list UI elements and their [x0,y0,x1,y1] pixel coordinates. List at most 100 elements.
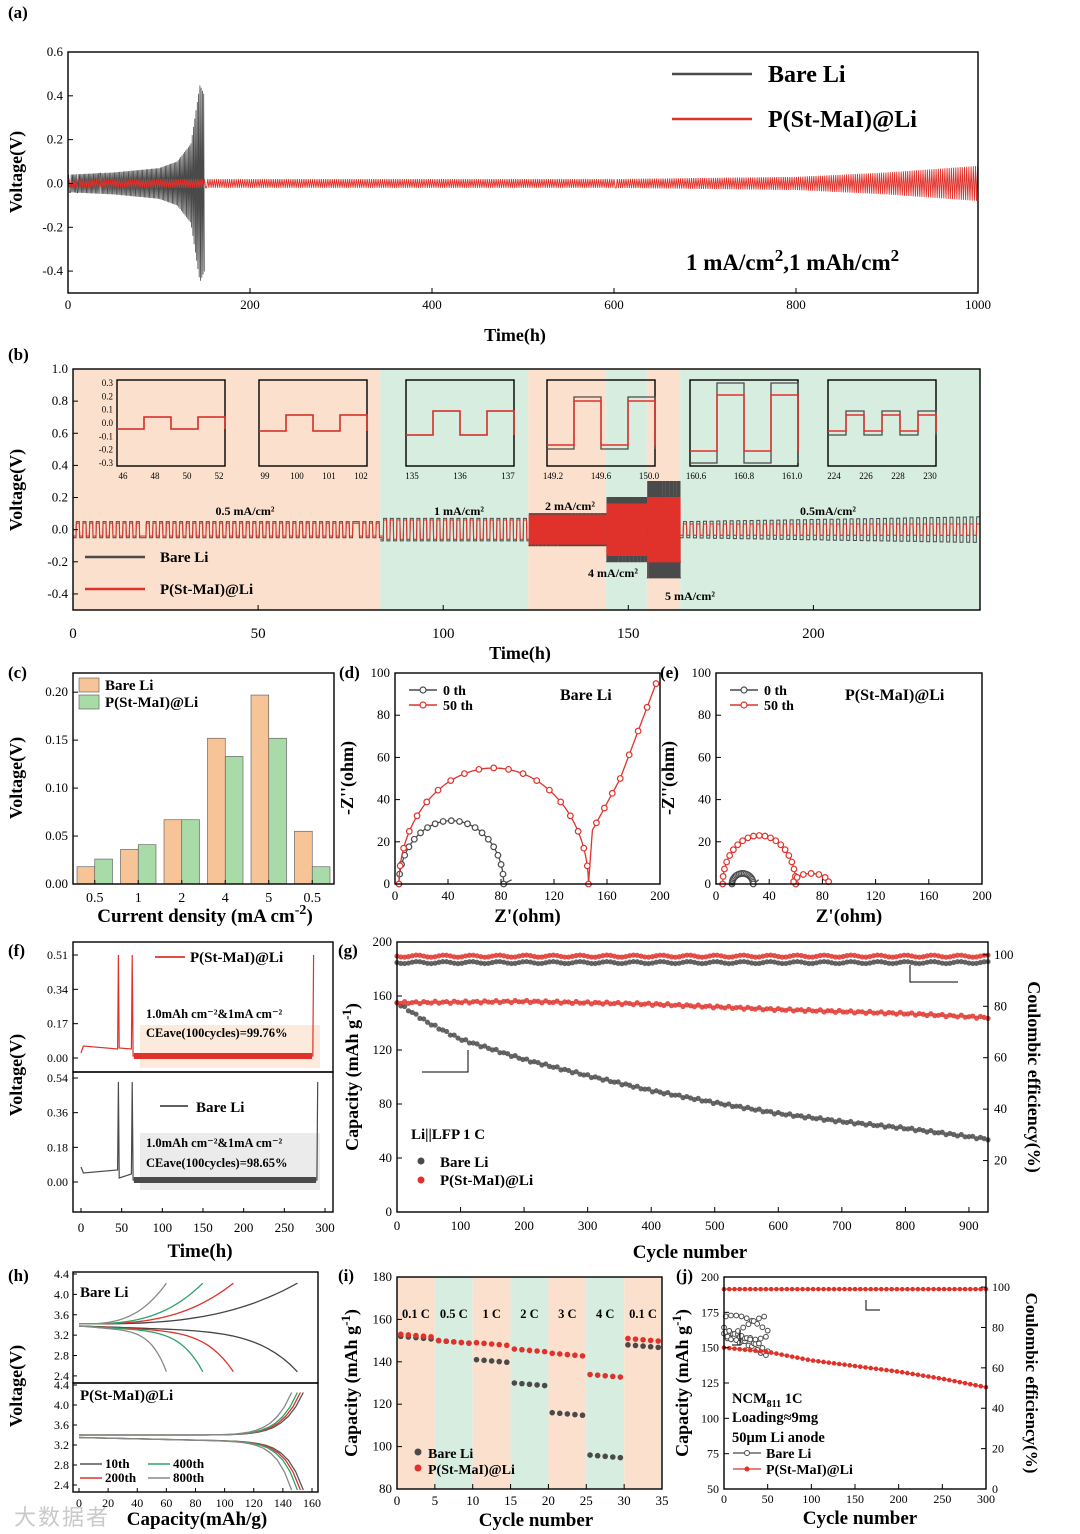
nyquist-0th-point [478,829,486,837]
legend-marker-50th [740,701,748,709]
nyquist-0th-point [417,829,424,837]
rate-point-bare-li [534,1382,540,1388]
capacity-point-bare-li [825,1116,831,1122]
legend-label-bare-li-f: Bare Li [196,1100,244,1116]
current-density-label: 1 mA/cm² [434,504,484,518]
rate-point-p-st-mai-li [450,1339,457,1345]
nyquist-50th-point [790,865,798,873]
nyquist-50th-point [396,862,404,870]
ce-point-p-st-mai-li [737,1286,743,1292]
x-tick-label-i: 30 [618,1493,631,1508]
panel-label-a: (a) [8,3,28,22]
ce-point-bare-li [646,960,652,967]
rate-point-bare-li [526,1381,533,1388]
legend-label-0th: 0 th [764,684,787,699]
ce-point-bare-li [562,960,568,967]
capacity-point-p-st-mai-li [726,1003,732,1009]
current-density-label: 0.5 mA/cm² [216,504,275,518]
annotation-a: 1 mA/cm2,1 mAh/cm2 [686,246,899,275]
x-tick-label-i: 35 [656,1493,669,1508]
ce-point-p-st-mai-li [970,954,976,960]
series-p-st-mai-li-line [606,503,648,556]
ce-point-bare-li [619,960,625,967]
ce-point-p-st-mai-li [973,1286,978,1292]
x-tick-label-g: 100 [451,1218,471,1233]
y-tick-label-e: 40 [698,792,711,807]
nyquist-50th-point [652,680,660,687]
x-tick-label-h: 100 [216,1496,234,1510]
current-density-label: 0.5mA/cm² [800,504,856,518]
capacity-point-bare-li [512,1053,518,1059]
rate-point-p-st-mai-li [428,1333,434,1340]
capacity-point-p-st-mai-li [970,1013,976,1019]
rate-point-p-st-mai-li [579,1353,586,1359]
capacity-point-p-st-mai-li [878,1367,884,1372]
ce-point-p-st-mai-li [428,954,434,960]
capacity-point-bare-li [459,1037,465,1043]
y-tick-label-c: 0.15 [45,732,68,747]
capacity-point-p-st-mai-li [978,1383,984,1389]
capacity-point-p-st-mai-li [825,1008,831,1014]
legend-marker-0th [740,686,748,694]
capacity-point-p-st-mai-li [424,999,431,1006]
capacity-point-bare-li [768,1108,774,1115]
ce-point-p-st-mai-li [714,952,720,958]
capacity-point-p-st-mai-li [794,1007,800,1013]
x-tick-label-d: 200 [650,888,670,903]
rate-point-p-st-mai-li [647,1337,654,1344]
capacity-point-bare-li [871,1122,877,1129]
ce-point-p-st-mai-li [821,952,827,958]
y-tick-label-g: 120 [373,1042,393,1057]
capacity-point-p-st-mai-li [726,1345,732,1351]
y2-tick-label-j: 20 [992,1442,1004,1456]
x-tick-label-e: 160 [919,888,939,903]
capacity-point-bare-li [585,1072,591,1078]
arrow-capacity-j [732,1330,741,1346]
nyquist-0th-point [424,824,431,831]
capacity-point-bare-li [432,1022,438,1028]
rate-point-p-st-mai-li [617,1374,624,1380]
nyquist-50th-point [799,871,807,878]
ce-point-p-st-mai-li [577,952,583,958]
capacity-point-p-st-mai-li [894,1369,900,1374]
y-tick-label-h-top: 2.8 [54,1349,69,1363]
inset-p-st-mai-li-line [690,394,799,452]
y2-tick-label-g: 40 [994,1101,1007,1116]
capacity-point-bare-li [443,1028,450,1035]
y-tick-label-d: 60 [377,749,390,764]
capacity-point-p-st-mai-li [779,1007,785,1013]
nyquist-50th-point [608,789,616,797]
inset-x-tick-label: 149.2 [543,471,563,481]
ce-point-p-st-mai-li [763,1286,769,1292]
capacity-point-p-st-mai-li [947,1377,952,1383]
ce-point-p-st-mai-li [615,954,621,960]
x-tick-label-c: 0.5 [86,891,104,906]
rate-point-p-st-mai-li [556,1351,563,1357]
ce-point-bare-li [939,960,945,966]
rate-background [434,1277,473,1489]
capacity-point-p-st-mai-li [852,1363,858,1369]
x-tick-label-d: 80 [495,888,508,903]
capacity-point-p-st-mai-li [638,1001,644,1008]
x-tick-label-a: 600 [604,297,624,312]
x-tick-label-a: 1000 [965,297,991,312]
ce-point-bare-li [754,1320,761,1327]
nyquist-50th-point [750,832,757,840]
y-tick-label-f-top: 0.00 [47,1051,68,1065]
y-tick-label-d: 80 [377,707,390,722]
capacity-point-bare-li [840,1119,846,1125]
ce-point-bare-li [726,960,732,967]
ce-point-bare-li [699,960,705,967]
capacity-point-p-st-mai-li [899,1369,905,1375]
y2-tick-label-g: 80 [994,998,1007,1013]
segment-background [73,369,381,610]
x-tick-label-d: 160 [597,888,617,903]
capacity-point-bare-li [421,1016,427,1022]
ce-point-p-st-mai-li [413,952,419,958]
x-tick-label-b: 0 [69,626,77,642]
inset-x-tick-label: 228 [891,471,905,481]
capacity-point-p-st-mai-li [742,1347,748,1353]
y2-tick-label-j: 60 [992,1361,1004,1375]
current-density-label: 5 mA/cm² [665,589,715,603]
capacity-point-bare-li [543,1061,549,1067]
